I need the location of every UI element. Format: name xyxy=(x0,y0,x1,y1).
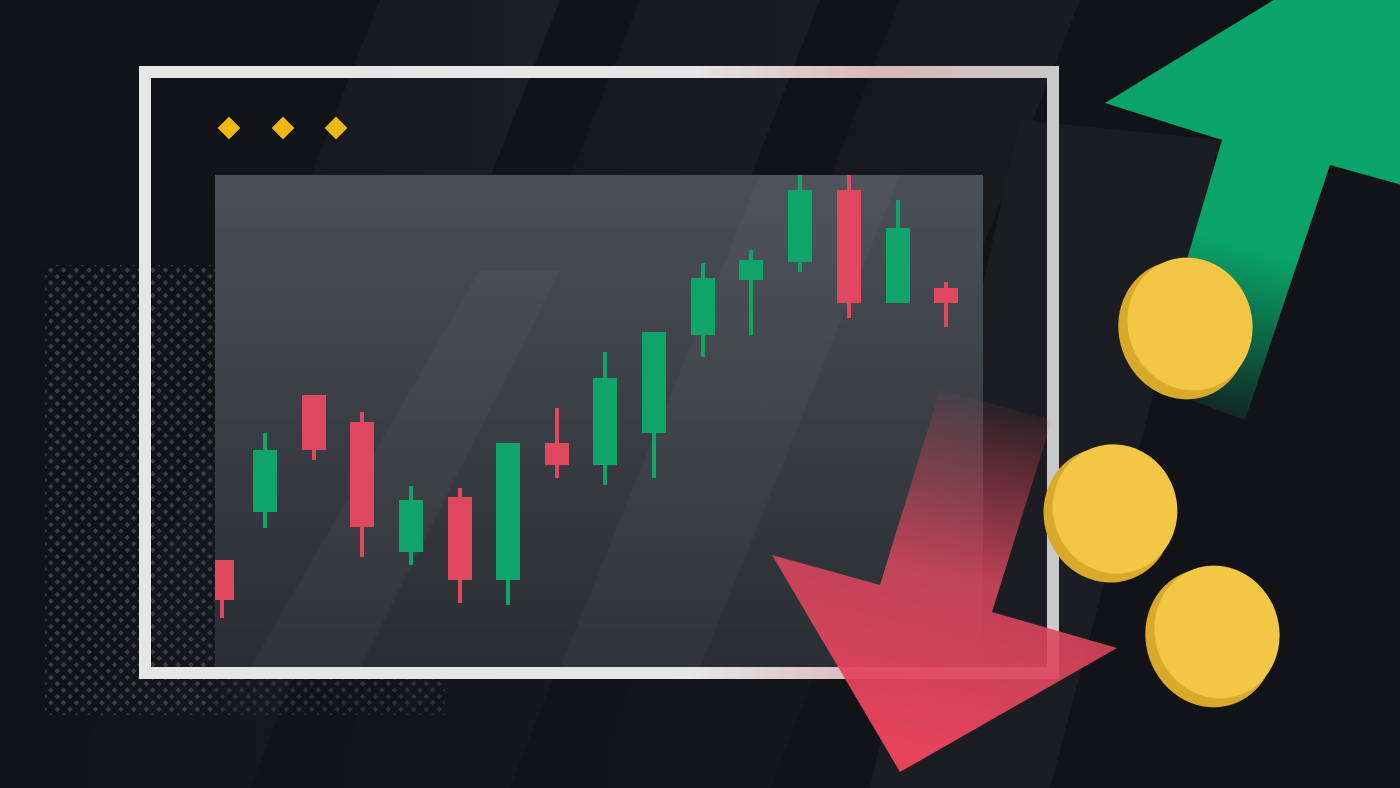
coin xyxy=(1127,257,1253,391)
coin xyxy=(1052,444,1178,574)
candle-body xyxy=(739,260,763,280)
candle-body xyxy=(886,228,910,303)
candle-wick xyxy=(749,250,753,335)
candle-body xyxy=(253,450,277,512)
candle-body xyxy=(215,560,234,600)
candle-body xyxy=(302,395,326,450)
down-arrow xyxy=(772,390,1117,772)
candle-body xyxy=(788,190,812,262)
candle-body xyxy=(399,500,423,552)
coin xyxy=(1154,565,1280,699)
candle-body xyxy=(642,332,666,433)
candle-body xyxy=(545,443,569,465)
candle-body xyxy=(448,497,472,580)
candle-body xyxy=(350,422,374,527)
coins xyxy=(1043,257,1280,708)
candle-body xyxy=(593,378,617,465)
candle-body xyxy=(496,443,520,580)
candle-body xyxy=(934,288,958,303)
candle-body xyxy=(691,278,715,335)
candles xyxy=(215,175,958,618)
candle-wick xyxy=(944,282,948,327)
halftone xyxy=(45,265,215,715)
window-frame xyxy=(139,66,1059,679)
candle-body xyxy=(837,190,861,303)
